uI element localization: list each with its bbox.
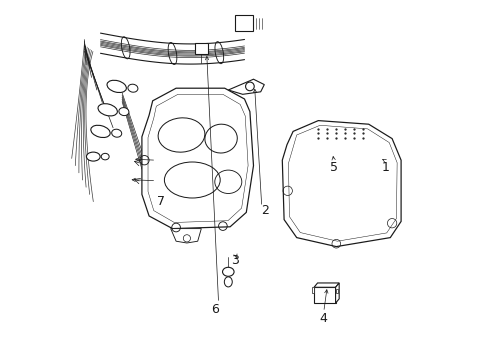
Ellipse shape [222, 267, 234, 276]
Polygon shape [142, 88, 253, 229]
Polygon shape [313, 283, 339, 287]
Ellipse shape [111, 129, 122, 137]
Text: 5: 5 [329, 161, 337, 174]
Text: 4: 4 [319, 312, 327, 325]
Text: 1: 1 [381, 161, 389, 174]
Ellipse shape [86, 152, 100, 161]
Ellipse shape [119, 108, 129, 116]
FancyBboxPatch shape [235, 15, 253, 31]
Text: 2: 2 [261, 204, 269, 217]
FancyBboxPatch shape [194, 43, 207, 54]
Polygon shape [335, 289, 337, 293]
Polygon shape [313, 287, 335, 303]
Ellipse shape [91, 125, 110, 138]
Ellipse shape [224, 277, 232, 287]
Polygon shape [228, 79, 264, 94]
Text: 3: 3 [231, 255, 239, 267]
Ellipse shape [107, 80, 126, 93]
Polygon shape [282, 121, 400, 247]
Polygon shape [170, 229, 201, 243]
Ellipse shape [98, 104, 117, 116]
Text: 7: 7 [157, 195, 164, 208]
Ellipse shape [101, 153, 109, 160]
Polygon shape [311, 287, 313, 293]
Ellipse shape [128, 84, 138, 92]
Text: 6: 6 [211, 303, 219, 316]
Polygon shape [335, 283, 339, 303]
